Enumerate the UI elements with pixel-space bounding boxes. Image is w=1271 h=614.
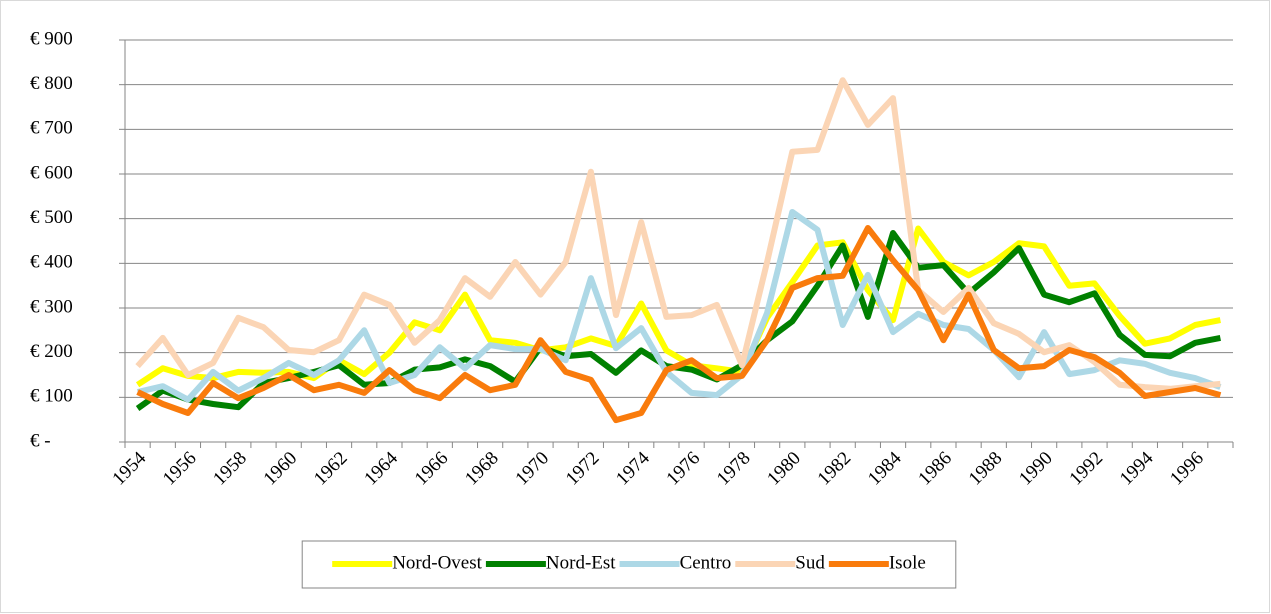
legend-label: Nord-Est [546,552,616,573]
legend-label: Centro [680,552,732,573]
y-tick-label: € 300 [30,296,73,317]
series-line [136,209,1222,403]
legend: Nord-Ovest Nord-Est Centro Sud Isole [301,540,957,589]
series-line [135,77,1221,392]
y-tick-label: € 900 [30,28,73,49]
legend-label: Nord-Ovest [392,552,482,573]
y-tick-label: € 700 [30,118,73,139]
series-line [136,225,1222,424]
y-tick-label: € 600 [30,162,73,183]
y-tick-label: € 200 [30,341,73,362]
y-tick-label: € 400 [30,252,73,273]
legend-label: Sud [795,552,825,573]
y-tick-label: € 800 [30,73,73,94]
y-tick-label: € 100 [30,386,73,407]
y-tick-label: € 500 [30,207,73,228]
y-tick-label: € - [30,430,51,451]
legend-label: Isole [889,552,926,573]
